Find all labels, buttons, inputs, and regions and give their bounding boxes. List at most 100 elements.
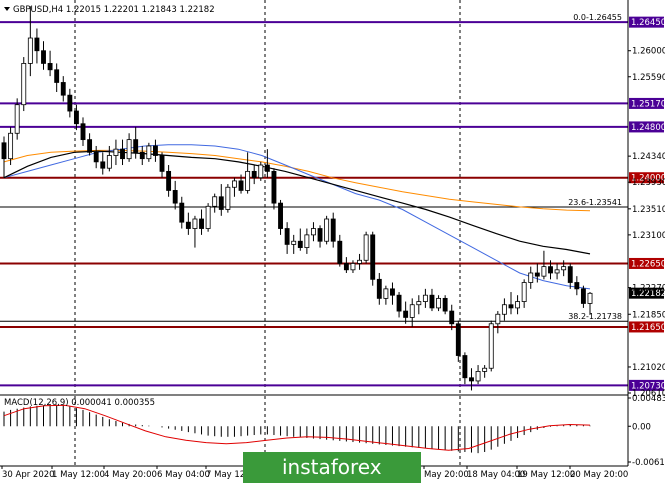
bear-candle-body [34,37,40,52]
candles-layer[interactable] [1,6,593,391]
bull-candle-body [357,259,362,264]
bear-candle-body [152,145,158,156]
y-tick-label-5: 1.24340 [632,152,665,162]
bear-candle-body [442,297,448,312]
bull-candle-body [363,234,369,261]
y-tick-label-12: 1.21850 [632,310,665,320]
bear-candle-body [534,272,540,277]
bear-candle-body [330,218,336,242]
candle-51 [337,234,343,267]
x-tick-label-4: 7 May 12:00 [206,470,259,480]
bull-candle-body [212,196,218,207]
x-tick-label-5: May 20:00 [424,470,469,480]
bear-candle-body [139,151,145,160]
candle-49 [324,215,330,245]
candle-82 [541,250,547,280]
bull-candle-body [304,234,310,248]
candle-21 [139,145,145,166]
candle-33 [218,184,224,216]
macd-panel [3,404,591,454]
y-tick-label-10: 1.22270 [632,284,665,294]
bear-candle-body [87,139,93,153]
candle-24 [159,152,165,178]
level-tag-bg-8 [629,379,664,391]
candle-70 [462,352,468,385]
candle-74 [488,320,494,372]
bear-candle-body [278,202,283,229]
candle-54 [357,253,362,270]
candle-12 [80,117,86,146]
level-label-0: 0.0-1.26455 [573,13,622,22]
macd-tick-label-2: -0.006113 [632,458,665,468]
bull-candle-body [205,205,211,229]
candle-46 [304,228,310,254]
candle-85 [561,260,567,277]
candle-2 [14,98,20,140]
candle-27 [179,196,185,229]
candle-73 [482,365,488,378]
bull-candle-body [106,155,112,169]
bull-candle-body [561,266,567,271]
bear-candle-body [166,170,172,191]
level-tag-1: 1.25170 [631,99,665,109]
candle-23 [152,139,158,162]
level-tag-bg-0 [629,16,664,28]
candle-0 [1,136,7,178]
bear-candle-body [67,94,73,112]
bear-candle-body [396,294,402,312]
candle-18 [120,139,125,166]
candle-43 [284,222,290,254]
watermark-text: instaforex [282,455,382,479]
bear-candle-body [172,190,178,204]
macd-tick-label-0: 0.004834 [632,394,665,404]
level-tag-7: 1.21650 [631,323,665,333]
candle-39 [258,161,264,181]
candle-28 [185,212,191,235]
bear-candle-body [284,228,290,245]
bear-candle-body [41,50,46,64]
bull-candle-body [14,104,20,134]
bull-candle-body [291,240,297,245]
bull-candle-body [482,367,488,372]
candle-45 [297,228,303,251]
level-tag-3: 1.24000 [631,174,665,184]
candle-40 [264,149,270,178]
level-tag-bg-3 [629,172,664,184]
candle-36 [238,174,244,194]
candle-59 [390,282,395,305]
bear-candle-body [60,82,66,96]
candle-87 [574,276,580,296]
bull-candle-body [422,294,428,302]
candle-6 [41,41,46,70]
bear-candle-body [429,294,435,309]
collapse-arrow-icon[interactable] [4,7,10,11]
bear-candle-body [343,263,349,271]
bull-candle-body [113,148,119,156]
candle-5 [34,28,40,64]
level-tag-bg-2 [629,121,664,133]
candle-63 [416,295,422,315]
bull-candle-body [528,272,534,283]
bear-candle-body [179,202,185,223]
bear-candle-body [54,69,60,83]
candle-26 [172,180,178,210]
candle-38 [251,165,257,185]
bull-candle-body [488,323,494,369]
candle-37 [245,152,251,194]
candle-11 [73,104,79,131]
bear-candle-body [159,155,165,172]
y-tick-label-14: 1.21020 [632,363,665,373]
bear-candle-body [80,123,86,141]
candle-83 [548,260,553,280]
chart-title: GBPUSD,H4 1.22015 1.22201 1.21843 1.2218… [13,5,215,15]
bull-candle-body [27,37,33,64]
bear-candle-body [120,148,125,160]
bear-candle-body [469,377,474,382]
candle-31 [205,203,211,232]
bull-candle-body [541,266,547,277]
bear-candle-body [580,288,586,304]
bull-candle-body [436,297,442,309]
bear-candle-body [548,266,553,274]
candle-58 [383,285,389,305]
bull-candle-body [515,301,521,309]
